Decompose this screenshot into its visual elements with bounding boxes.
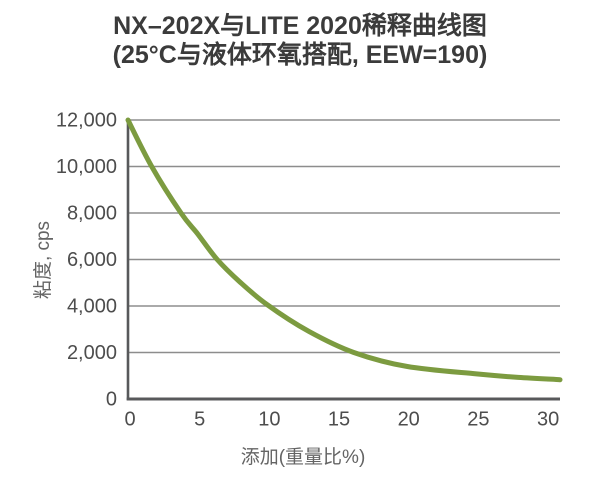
chart-title-line1: NX–202X与LITE 2020稀释曲线图 xyxy=(113,12,487,40)
y-tick-label-6: 12,000 xyxy=(56,110,117,132)
y-tick-label-1: 2,000 xyxy=(67,342,117,364)
dilution-curve xyxy=(125,117,563,383)
y-axis-title: 粘度, cps xyxy=(33,220,54,300)
chart-title-line2: (25°C与液体环氧搭配, EEW=190) xyxy=(112,41,488,69)
x-tick-label-3: 15 xyxy=(328,409,350,431)
y-tick-label-4: 8,000 xyxy=(67,203,117,225)
chart-title: NX–202X与LITE 2020稀释曲线图 (25°C与液体环氧搭配, EEW… xyxy=(0,12,600,70)
x-axis-title: 添加(重量比%) xyxy=(240,447,366,468)
x-tick-label-6: 30 xyxy=(537,409,559,431)
y-tick-label-0: 0 xyxy=(106,389,117,411)
y-tick-label-5: 10,000 xyxy=(56,156,117,178)
y-tick-label-3: 6,000 xyxy=(67,249,117,271)
x-tick-label-4: 20 xyxy=(398,409,420,431)
x-tick-label-2: 10 xyxy=(258,409,280,431)
y-tick-label-2: 4,000 xyxy=(67,296,117,318)
x-tick-label-5: 25 xyxy=(467,409,489,431)
x-tick-label-1: 5 xyxy=(194,409,205,431)
x-tick-label-0: 0 xyxy=(124,409,135,431)
